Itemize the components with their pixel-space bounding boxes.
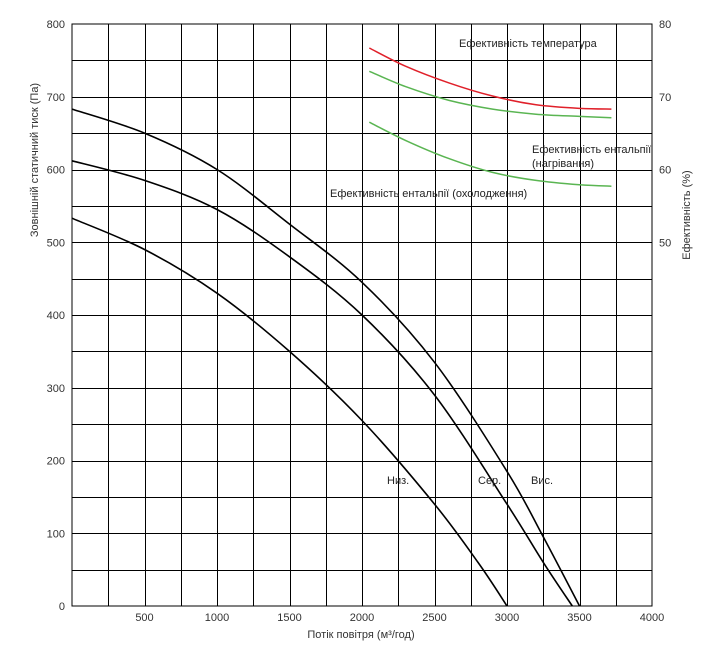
- curve-high: [71, 108, 581, 607]
- y-tick-label: 800: [47, 19, 65, 31]
- label-high-speed: Вис.: [531, 475, 553, 487]
- x-tick-label: 4000: [640, 612, 664, 624]
- x-tick-label: 3000: [495, 612, 519, 624]
- y2-axis-title: Ефективність (%): [681, 170, 693, 259]
- curve-temp-efficiency: [368, 47, 612, 110]
- y2-tick-label: 70: [659, 92, 671, 104]
- x-tick-label: 500: [135, 612, 153, 624]
- curve-mid: [71, 160, 573, 607]
- x-axis-title: Потік повітря (м³/год): [307, 629, 414, 641]
- y-tick-label: 400: [47, 310, 65, 322]
- curves: [71, 47, 612, 607]
- y-tick-label: 300: [47, 383, 65, 395]
- y2-tick-label: 80: [659, 19, 671, 31]
- label-low-speed: Низ.: [387, 475, 409, 487]
- y-tick-label: 500: [47, 237, 65, 249]
- curve-low: [71, 217, 508, 607]
- y2-tick-label: 50: [659, 237, 671, 249]
- label-mid-speed: Сер.: [478, 475, 501, 487]
- x-tick-label: 2500: [422, 612, 446, 624]
- label-temp-efficiency: Ефективність температура: [459, 38, 598, 50]
- tick-labels: 500 1000 1500 2000 2500 3000 3500 4000 0 100 200 30…: [47, 19, 672, 624]
- grid-lines: [72, 24, 652, 606]
- x-tick-label: 3500: [567, 612, 591, 624]
- label-enthalpy-heating-line1: Ефективність ентальпії: [532, 144, 651, 156]
- y-tick-label: 600: [47, 165, 65, 177]
- x-tick-label: 1500: [277, 612, 301, 624]
- plot-frame: [71, 23, 653, 607]
- y-tick-label: 100: [47, 528, 65, 540]
- y-tick-label: 700: [47, 92, 65, 104]
- curve-enthalpy-cooling: [369, 70, 612, 119]
- y-tick-label: 0: [59, 601, 65, 613]
- y-tick-label: 200: [47, 456, 65, 468]
- x-tick-label: 1000: [205, 612, 229, 624]
- label-enthalpy-heating-line2: (нагрівання): [532, 158, 594, 170]
- label-enthalpy-cooling: Ефективність ентальпії (охолодження): [330, 188, 527, 200]
- x-tick-label: 2000: [350, 612, 374, 624]
- curve-enthalpy-heating: [368, 121, 612, 187]
- y2-tick-label: 60: [659, 165, 671, 177]
- y-axis-title: Зовнішній статичний тиск (Па): [29, 83, 41, 237]
